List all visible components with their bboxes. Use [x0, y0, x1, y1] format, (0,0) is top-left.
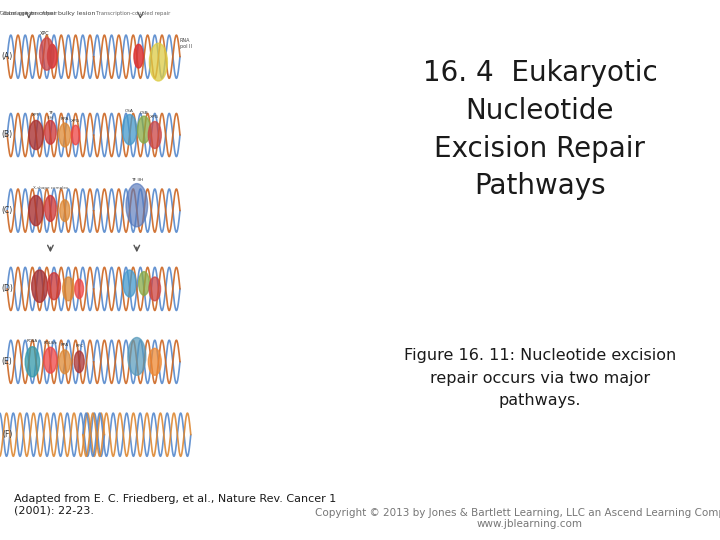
Text: 16. 4  Eukaryotic
Nucleotide
Excision Repair
Pathways: 16. 4 Eukaryotic Nucleotide Excision Rep…: [423, 59, 657, 200]
Text: PCNA: PCNA: [27, 339, 38, 343]
Text: (F): (F): [2, 430, 12, 439]
Text: Copyright © 2013 by Jones & Bartlett Learning, LLC an Ascend Learning Company
ww: Copyright © 2013 by Jones & Bartlett Lea…: [315, 508, 720, 529]
Text: POLδ/ε: POLδ/ε: [43, 341, 58, 345]
Ellipse shape: [45, 195, 56, 221]
Text: XPC: XPC: [40, 31, 50, 36]
Ellipse shape: [29, 195, 43, 226]
Ellipse shape: [59, 350, 71, 374]
Text: CSA: CSA: [125, 109, 134, 113]
Ellipse shape: [63, 277, 74, 301]
Ellipse shape: [44, 347, 57, 373]
Text: (E): (E): [2, 357, 12, 366]
Text: Transcription-coupled repair: Transcription-coupled repair: [96, 11, 171, 16]
Text: TF
IIH: TF IIH: [48, 111, 53, 120]
Text: RNA
pol II: RNA pol II: [180, 38, 192, 49]
Text: (A): (A): [1, 52, 13, 61]
Text: UV damage or other bulky lesion: UV damage or other bulky lesion: [0, 11, 95, 16]
Text: (B): (B): [1, 131, 13, 139]
Text: Adapted from E. C. Friedberg, et al., Nature Rev. Cancer 1
(2001): 22-23.: Adapted from E. C. Friedberg, et al., Na…: [14, 494, 337, 516]
Text: TF IIH: TF IIH: [130, 178, 143, 182]
Ellipse shape: [148, 122, 161, 148]
Text: XPG: XPG: [71, 118, 80, 123]
Ellipse shape: [138, 116, 150, 143]
Ellipse shape: [59, 123, 71, 147]
Ellipse shape: [149, 277, 161, 301]
Ellipse shape: [122, 114, 137, 145]
Ellipse shape: [150, 43, 167, 81]
Ellipse shape: [40, 38, 54, 70]
Text: Figure 16. 11: Nucleotide excision
repair occurs via two major
pathways.: Figure 16. 11: Nucleotide excision repai…: [404, 348, 676, 408]
Ellipse shape: [128, 338, 145, 375]
Text: (D): (D): [1, 285, 13, 293]
Ellipse shape: [75, 279, 84, 299]
Text: RPA: RPA: [60, 117, 69, 121]
Text: RPA: RPA: [60, 342, 69, 347]
Ellipse shape: [71, 125, 80, 145]
Ellipse shape: [45, 120, 56, 144]
Ellipse shape: [126, 184, 148, 227]
Text: X-shape complex: X-shape complex: [33, 186, 68, 190]
Ellipse shape: [25, 347, 40, 377]
Ellipse shape: [60, 200, 70, 221]
Text: XPG: XPG: [150, 114, 159, 119]
Ellipse shape: [29, 120, 43, 150]
Text: RFC: RFC: [75, 343, 84, 348]
Ellipse shape: [148, 348, 161, 375]
Ellipse shape: [138, 272, 150, 295]
Ellipse shape: [32, 270, 48, 302]
Ellipse shape: [48, 44, 57, 68]
Ellipse shape: [134, 44, 143, 68]
Text: CSB: CSB: [140, 111, 148, 116]
Text: (C): (C): [1, 206, 13, 215]
Text: XPF: XPF: [32, 113, 40, 117]
Ellipse shape: [48, 273, 60, 300]
Ellipse shape: [123, 270, 136, 297]
Text: Global genome repair: Global genome repair: [0, 11, 58, 16]
Ellipse shape: [74, 351, 84, 373]
